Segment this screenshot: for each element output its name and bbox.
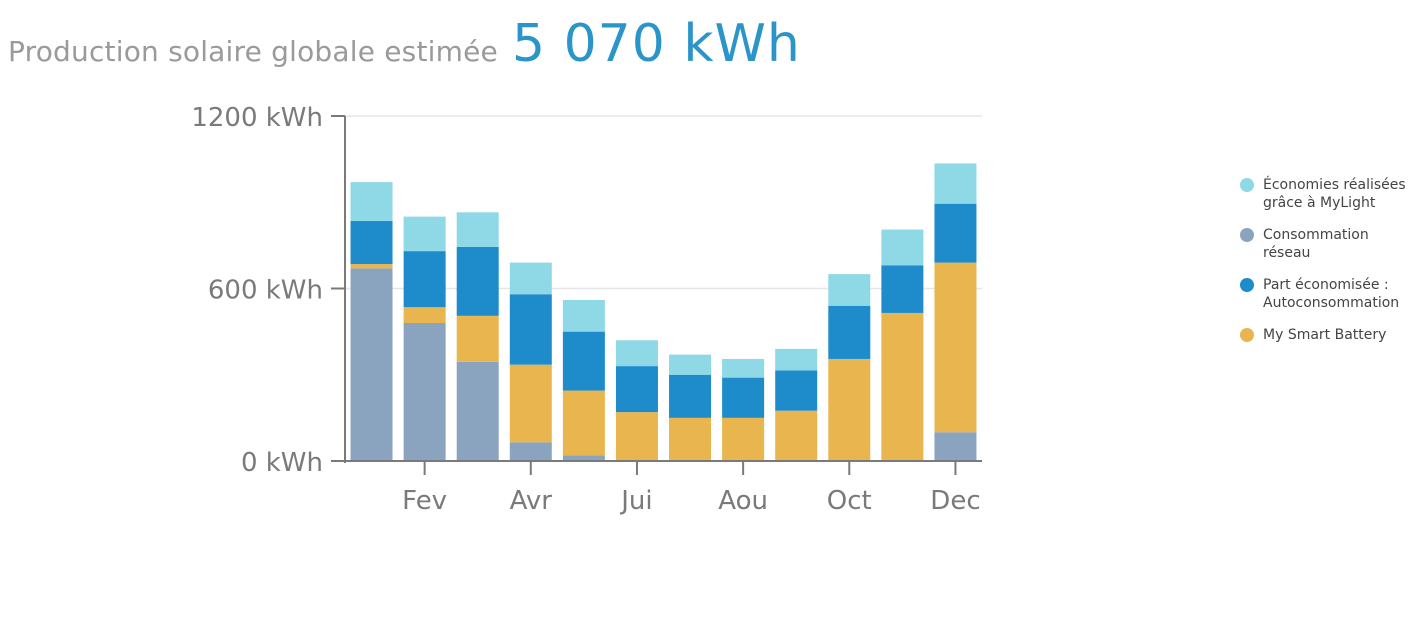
bar-segment-battery-oct [828,358,871,461]
bar-segment-economies-aou [722,358,765,378]
bar-segment-autoconso-avr [509,294,552,365]
legend-label-line: grâce à MyLight [1263,195,1376,211]
y-tick-label: 1200 kWh [191,103,323,133]
bar-segment-economies-fev [403,216,446,252]
x-tick-label: Oct [827,486,872,516]
bar-segment-economies-jan [350,182,393,221]
bar-segment-economies-oct [828,274,871,306]
bar-segment-battery-nov [881,312,924,461]
chart-legend: Économies réalisées grâce à MyLight Consom… [1240,176,1420,358]
x-tick-label: Dec [930,486,980,516]
bar-segment-reseau-avr [509,442,552,461]
bar-segment-battery-avr [509,364,552,443]
bar-segment-autoconso-fev [403,251,446,308]
bar-segment-reseau-mai [562,455,605,461]
bar-segment-autoconso-mai [562,331,605,391]
bar-segment-economies-dec [934,163,977,204]
legend-label-line: Autoconsommation [1263,295,1400,311]
bar-segment-autoconso-aou [722,377,765,418]
bar-segment-economies-avr [509,262,552,295]
bar-segment-battery-fev [403,307,446,323]
legend-label: Consommation réseau [1263,226,1369,262]
bar-segment-battery-dec [934,262,977,433]
bar-segment-battery-sep [775,410,818,461]
bar-segment-battery-mar [456,315,499,362]
bar-segment-autoconso-jan [350,220,393,265]
legend-label-line: Part économisée : [1263,277,1389,293]
x-tick-label: Aou [718,486,768,516]
bar-segment-autoconso-sep [775,370,818,411]
bar-segment-autoconso-nov [881,265,924,313]
legend-item-reseau: Consommation réseau [1240,226,1420,262]
legend-swatch-reseau [1240,228,1254,242]
legend-item-economies: Économies réalisées grâce à MyLight [1240,176,1420,212]
bar-segment-battery-jan [350,264,393,269]
chart-title: Production solaire globale estimée 5 070… [8,14,801,74]
x-tick-label: Avr [510,486,553,516]
legend-swatch-autoconso [1240,278,1254,292]
bar-segment-autoconso-oct [828,305,871,359]
bar-segment-economies-jul [669,354,712,375]
bar-segment-autoconso-jui [615,366,658,413]
bar-segment-reseau-mar [456,361,499,461]
legend-item-battery: My Smart Battery [1240,326,1420,344]
legend-item-autoconso: Part économisée : Autoconsommation [1240,276,1420,312]
legend-label: Part économisée : Autoconsommation [1263,276,1399,312]
legend-label-line: Économies réalisées [1263,177,1406,193]
bar-segment-reseau-jan [350,268,393,461]
bar-segment-economies-mai [562,300,605,332]
legend-swatch-battery [1240,328,1254,342]
bar-segment-battery-jul [669,417,712,461]
bar-segment-economies-nov [881,229,924,266]
total-production-value: 5 070 kWh [511,14,801,74]
bar-segment-economies-sep [775,348,818,371]
bar-segment-reseau-dec [934,432,977,461]
legend-label: Économies réalisées grâce à MyLight [1263,176,1406,212]
bar-segment-battery-mai [562,390,605,456]
y-tick-label: 0 kWh [241,448,323,478]
y-tick-label: 600 kWh [208,276,323,306]
bar-segment-economies-jui [615,340,658,367]
bar-segment-autoconso-mar [456,246,499,316]
legend-swatch-economies [1240,178,1254,192]
legend-label-line: My Smart Battery [1263,327,1387,343]
x-tick-label: Fev [402,486,447,516]
bar-segment-economies-mar [456,212,499,247]
bar-segment-battery-jui [615,412,658,461]
bar-segment-reseau-fev [403,323,446,461]
title-label: Production solaire globale estimée [8,35,498,68]
bar-segment-battery-aou [722,417,765,461]
legend-label-line: réseau [1263,245,1311,261]
legend-label: My Smart Battery [1263,326,1386,344]
bar-segment-autoconso-jul [669,374,712,418]
legend-label-line: Consommation [1263,227,1369,243]
bar-segment-autoconso-dec [934,203,977,263]
x-tick-label: Jui [619,486,652,516]
